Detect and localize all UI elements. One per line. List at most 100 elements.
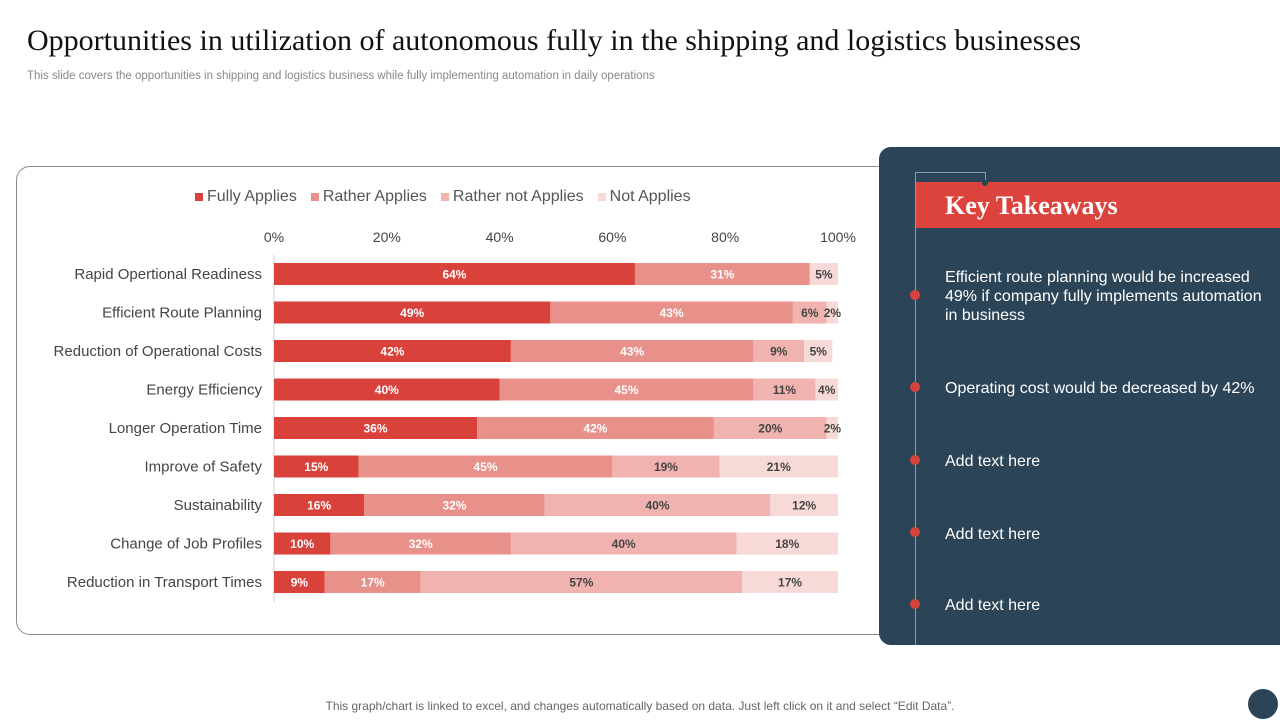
legend-swatch (195, 193, 203, 201)
data-label: 43% (620, 345, 644, 359)
data-label: 31% (710, 268, 734, 282)
bullet-dot (910, 382, 920, 392)
takeaway-item: Efficient route planning would be increa… (945, 269, 1262, 324)
legend-label: Not Applies (609, 188, 691, 205)
legend-item-fully-applies: Fully Applies (195, 188, 297, 206)
legend-item-rather-not-applies: Rather not Applies (440, 188, 584, 206)
bar-segment (274, 340, 511, 362)
legend-item-not-applies: Not Applies (597, 188, 691, 206)
category-label: Change of Job Profiles (110, 536, 262, 553)
bar-segment (719, 455, 838, 478)
data-label: 49% (400, 306, 424, 320)
x-tick-label: 60% (598, 229, 626, 245)
bar-segment (815, 378, 838, 401)
page-title: Opportunities in utilization of autonomo… (27, 24, 1082, 57)
bullet-dot (910, 290, 920, 300)
bullet-dot (910, 527, 920, 537)
bar-segment (792, 301, 827, 324)
data-label: 11% (773, 383, 797, 397)
legend-item-rather-applies: Rather Applies (310, 188, 427, 206)
takeaway-item: Add text here (945, 453, 1041, 470)
bar-segment (274, 301, 551, 324)
bar-segment (477, 417, 714, 439)
data-label: 4% (818, 383, 836, 397)
x-tick-label: 0% (264, 229, 284, 245)
bullet-dot (910, 455, 920, 465)
data-label: 40% (375, 383, 399, 397)
legend-label: Rather Applies (322, 188, 427, 205)
bar-segment (510, 532, 737, 555)
data-label: 5% (810, 345, 828, 359)
data-label: 5% (815, 268, 833, 282)
data-label: 21% (767, 460, 791, 474)
x-tick-label: 20% (373, 229, 401, 245)
category-label: Longer Operation Time (109, 420, 262, 437)
legend-swatch (440, 193, 449, 201)
bar-segment (742, 571, 838, 593)
key-takeaways-header: Key Takeaways (916, 182, 1280, 228)
bar-segment (826, 417, 838, 439)
category-label: Sustainability (174, 497, 263, 514)
key-takeaways-title: Key Takeaways (945, 191, 1118, 220)
data-label: 36% (364, 422, 388, 436)
bar-segment (826, 301, 838, 324)
footer-note: This graph/chart is linked to excel, and… (325, 699, 955, 713)
bar-segment (713, 417, 827, 439)
bar-segment (770, 494, 838, 516)
data-label: 40% (612, 537, 636, 551)
stacked-bar-chart: 0% 20% 40% 60% 80% 100% Rapid Opertional Readi… (54, 229, 856, 602)
bar-segment (753, 378, 816, 401)
bar-segment (544, 494, 771, 516)
data-label: 40% (646, 499, 670, 513)
bar-segment (420, 571, 743, 593)
takeaway-item: Add text here (945, 597, 1041, 614)
bar-segment (330, 532, 511, 555)
bar-segment (736, 532, 838, 555)
data-label: 12% (792, 499, 816, 513)
data-label: 42% (583, 422, 607, 436)
bar-segment (274, 532, 331, 555)
x-tick-label: 40% (486, 229, 514, 245)
chart-legend: Fully Applies Rather Applies Rather not … (195, 188, 691, 206)
bar-segment (274, 378, 500, 401)
data-label: 16% (307, 499, 331, 513)
data-label: 20% (758, 422, 782, 436)
takeaway-item: Add text here (945, 526, 1041, 543)
x-tick-label: 80% (711, 229, 739, 245)
bar-segment (274, 455, 359, 478)
bar-segment (510, 340, 754, 362)
x-tick-label: 100% (820, 229, 856, 245)
bar-segment (358, 455, 613, 478)
legend-label: Fully Applies (207, 188, 297, 205)
data-label: 9% (770, 345, 788, 359)
data-label: 19% (654, 460, 678, 474)
legend-label: Rather not Applies (452, 188, 584, 205)
takeaway-item: Operating cost would be decreased by 42% (945, 380, 1255, 397)
data-label: 43% (660, 306, 684, 320)
category-label: Reduction of Operational Costs (54, 343, 262, 360)
data-label: 2% (824, 422, 842, 436)
data-label: 6% (801, 306, 819, 320)
bar-segment (499, 378, 754, 401)
bar-segment (324, 571, 421, 593)
bar-segment (274, 263, 635, 285)
bar-segment (753, 340, 805, 362)
slide-nav-circle[interactable] (1248, 689, 1278, 719)
bar-segment (804, 340, 833, 362)
timeline-line (915, 172, 916, 645)
data-label: 18% (775, 537, 799, 551)
data-label: 10% (290, 537, 314, 551)
bar-segment (550, 301, 793, 324)
bar-segment (274, 494, 365, 516)
data-label: 32% (409, 537, 433, 551)
bullet-dot (910, 599, 920, 609)
legend-swatch (310, 193, 319, 201)
legend-swatch (597, 193, 606, 201)
category-label: Energy Efficiency (146, 382, 262, 399)
data-label: 32% (442, 499, 466, 513)
connector-line (915, 172, 985, 173)
data-label: 45% (614, 383, 638, 397)
category-label: Reduction in Transport Times (67, 574, 262, 591)
bar-segment (612, 455, 720, 478)
data-label: 45% (473, 460, 497, 474)
